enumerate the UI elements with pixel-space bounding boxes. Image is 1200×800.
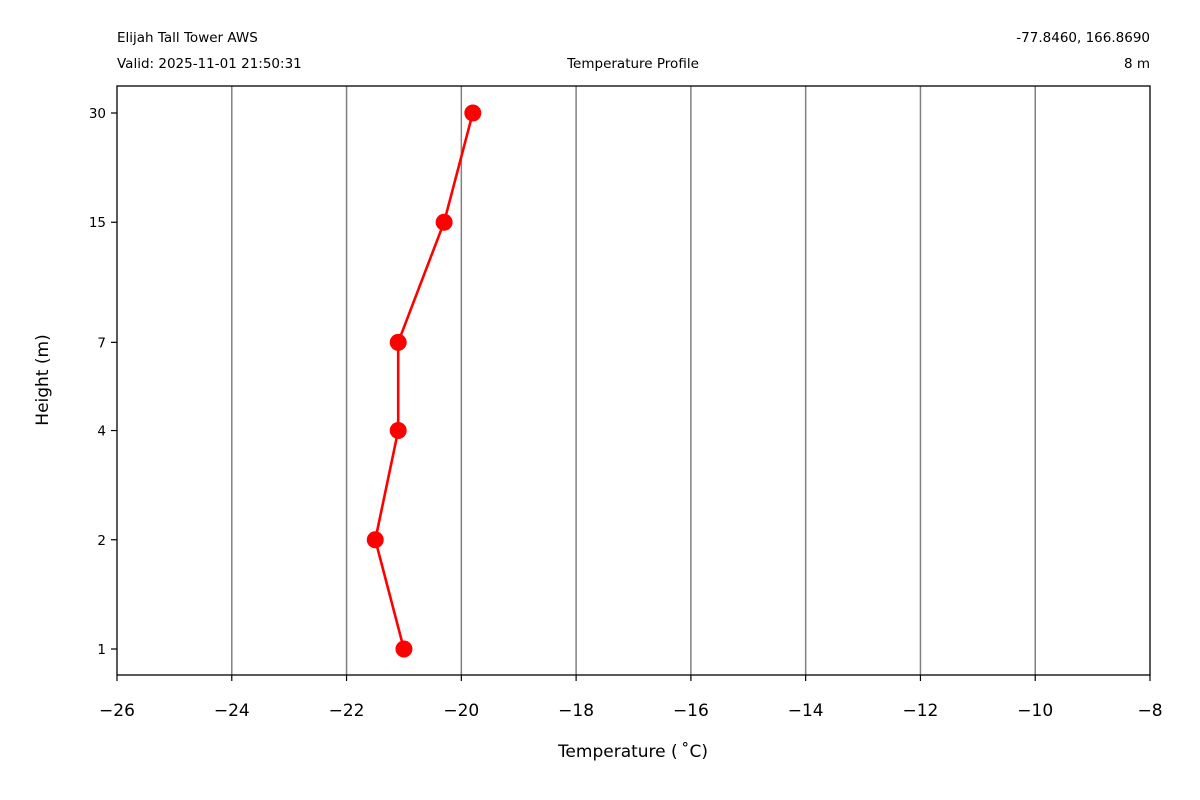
y-tick-label: 2 bbox=[97, 533, 106, 549]
x-axis-label: Temperature ( ˚C) bbox=[557, 741, 708, 762]
y-axis-label: Height (m) bbox=[33, 334, 53, 425]
y-axis-ticks: 1 2 4 7 15 30 bbox=[89, 106, 117, 658]
y-tick-label: 4 bbox=[97, 424, 106, 440]
y-tick-label: 15 bbox=[89, 215, 106, 231]
x-tick-label: −14 bbox=[788, 701, 824, 721]
x-tick-label: −16 bbox=[673, 701, 709, 721]
data-point bbox=[389, 422, 407, 440]
valid-time: Valid: 2025-11-01 21:50:31 bbox=[117, 56, 302, 72]
x-tick-label: −26 bbox=[99, 701, 135, 721]
vertical-gridlines bbox=[231, 86, 1036, 675]
x-tick-label: −20 bbox=[443, 701, 479, 721]
temperature-series bbox=[366, 104, 482, 658]
station-coordinates: -77.8460, 166.8690 bbox=[1016, 30, 1150, 46]
data-point bbox=[366, 531, 384, 549]
y-tick-label: 30 bbox=[89, 106, 106, 122]
data-point bbox=[395, 640, 413, 658]
x-tick-label: −10 bbox=[1017, 701, 1053, 721]
data-point bbox=[435, 213, 453, 231]
station-elevation: 8 m bbox=[1124, 56, 1150, 72]
y-tick-label: 7 bbox=[97, 335, 106, 351]
plot-frame bbox=[116, 85, 1151, 676]
y-tick-label: 1 bbox=[97, 642, 106, 658]
data-point bbox=[464, 104, 482, 122]
x-tick-label: −24 bbox=[214, 701, 250, 721]
station-name: Elijah Tall Tower AWS bbox=[117, 30, 258, 46]
x-tick-label: −12 bbox=[902, 701, 938, 721]
x-axis-ticks: −26 −24 −22 −20 −18 −16 −14 −12 −10 −8 bbox=[99, 675, 1163, 721]
x-tick-label: −18 bbox=[558, 701, 594, 721]
x-tick-label: −8 bbox=[1137, 701, 1162, 721]
series-line bbox=[373, 112, 475, 650]
x-tick-label: −22 bbox=[329, 701, 365, 721]
plot-title: Temperature Profile bbox=[566, 56, 699, 72]
data-point bbox=[389, 333, 407, 351]
